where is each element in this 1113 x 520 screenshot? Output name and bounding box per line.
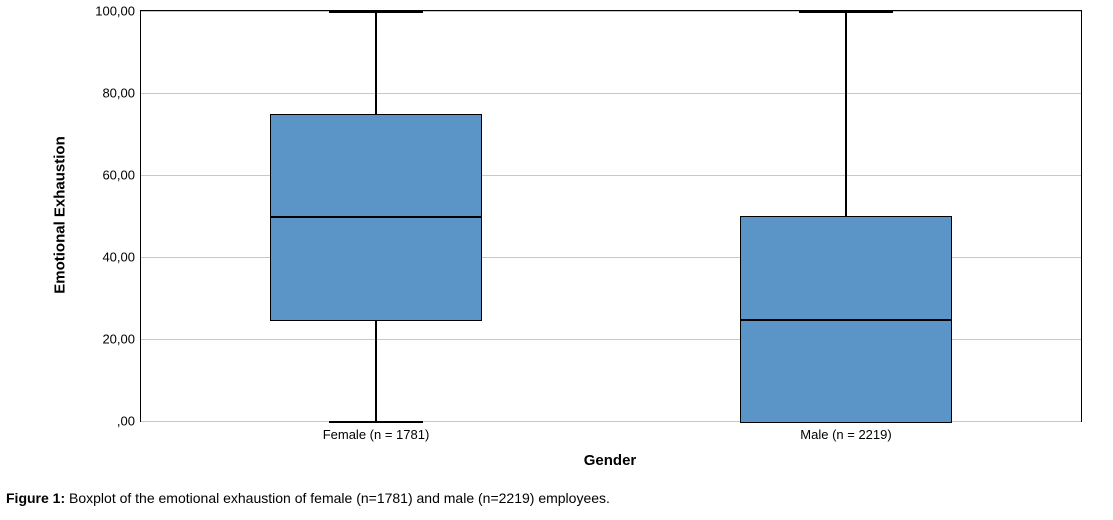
whisker-upper: [375, 11, 377, 114]
figure-caption-text: Boxplot of the emotional exhaustion of f…: [65, 490, 610, 506]
ytick-label: 100,00: [95, 4, 141, 19]
x-axis-title: Gender: [584, 452, 637, 469]
whisker-cap-upper: [799, 11, 893, 13]
figure-caption-label: Figure 1:: [6, 490, 65, 506]
ytick-label: 20,00: [102, 332, 141, 347]
ytick-label: ,00: [117, 414, 141, 429]
ytick-label: 80,00: [102, 86, 141, 101]
xtick-label: Female (n = 1781): [323, 421, 430, 442]
figure-caption: Figure 1: Boxplot of the emotional exhau…: [6, 490, 610, 506]
whisker-upper: [845, 11, 847, 216]
ytick-label: 60,00: [102, 168, 141, 183]
ytick-label: 40,00: [102, 250, 141, 265]
y-axis-title: Emotional Exhaustion: [52, 136, 69, 294]
whisker-cap-upper: [329, 11, 423, 13]
box-group: [740, 11, 952, 421]
plot-area: ,0020,0040,0060,0080,00100,00Female (n =…: [140, 10, 1082, 422]
whisker-lower: [375, 319, 377, 422]
whisker-cap-lower: [329, 421, 423, 423]
box-group: [270, 11, 482, 421]
median-line: [740, 319, 952, 321]
figure-root: ,00 20,00 40,00 60,00 80,00 100,00 Female (n =…: [0, 0, 1113, 520]
xtick-label: Male (n = 2219): [800, 421, 891, 442]
median-line: [270, 216, 482, 218]
